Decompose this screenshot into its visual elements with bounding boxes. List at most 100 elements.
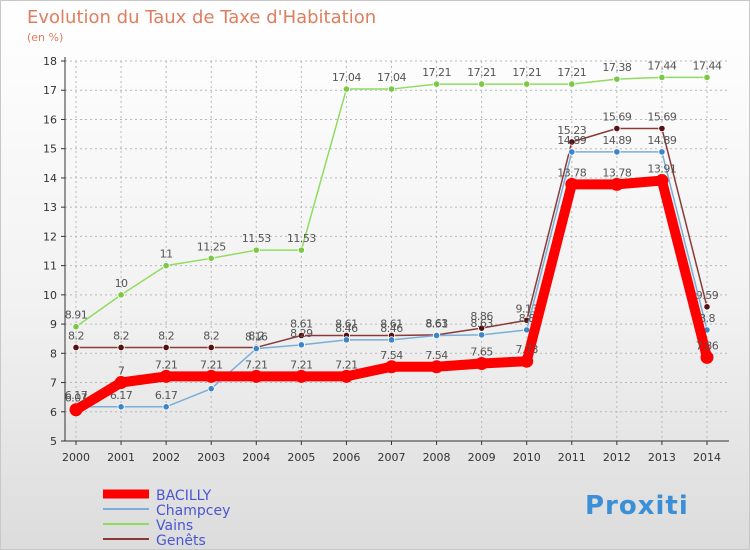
data-label: 8.91 [65, 309, 88, 322]
data-label: 11 [160, 248, 173, 261]
data-point [69, 403, 83, 417]
data-label: 7.21 [200, 358, 223, 371]
data-point [162, 343, 170, 352]
data-label: 8.63 [470, 317, 493, 330]
y-tick-label: 7 [50, 377, 57, 390]
data-point [159, 369, 173, 383]
data-point [475, 357, 489, 371]
data-label: 8.86 [470, 310, 493, 323]
data-label: 8.46 [335, 322, 358, 335]
data-point [207, 254, 215, 262]
data-point [162, 403, 170, 411]
data-point [297, 341, 305, 349]
data-label: 8.61 [380, 317, 403, 330]
data-label: 7.54 [380, 349, 403, 362]
data-label: 8.61 [335, 317, 358, 330]
data-label: 8.8 [519, 312, 535, 325]
data-label: 6.17 [65, 389, 88, 402]
data-point [207, 385, 215, 393]
data-label: 17.38 [602, 61, 631, 74]
x-tick-label: 2001 [107, 451, 135, 464]
data-point [72, 323, 80, 331]
data-point [162, 262, 170, 270]
data-label: 17.04 [332, 71, 361, 84]
data-point [523, 80, 531, 88]
data-label: 9.59 [696, 289, 719, 302]
data-label: 7.21 [155, 358, 178, 371]
data-label: 7.65 [470, 346, 493, 359]
data-label: 17.21 [512, 66, 541, 79]
data-label: 17.21 [422, 66, 451, 79]
y-tick-label: 18 [43, 55, 57, 68]
data-point [565, 177, 579, 191]
x-tick-label: 2005 [287, 451, 315, 464]
data-label: 8.2 [158, 329, 174, 342]
data-label: 8.2 [113, 329, 129, 342]
data-point [568, 138, 576, 146]
data-point [613, 124, 621, 133]
data-point [568, 80, 576, 88]
y-tick-label: 9 [50, 318, 57, 331]
data-label: 11.53 [287, 232, 316, 245]
data-point [204, 369, 218, 383]
data-point [613, 75, 621, 83]
data-point [342, 85, 351, 93]
y-tick-label: 12 [43, 230, 57, 243]
data-label: 8.61 [425, 317, 448, 330]
data-point [114, 376, 128, 390]
data-point [117, 343, 125, 352]
data-point [658, 124, 666, 133]
x-tick-label: 2009 [468, 451, 496, 464]
data-point [117, 291, 125, 299]
x-tick-label: 2012 [603, 451, 631, 464]
data-label: 15.69 [647, 111, 676, 124]
data-label: 8.61 [290, 317, 313, 330]
data-point [297, 331, 305, 340]
data-label: 13.78 [602, 166, 631, 179]
data-label: 13.78 [557, 166, 586, 179]
data-label: 8.16 [245, 331, 268, 344]
data-point [520, 354, 534, 368]
data-label: 7.54 [425, 349, 448, 362]
data-label: 7.21 [335, 358, 358, 371]
data-label: 6.07 [65, 392, 88, 405]
x-tick-label: 2004 [242, 451, 270, 464]
data-label: 7.21 [290, 358, 313, 371]
data-point [703, 303, 711, 311]
proxiti-logo: Proxiti [585, 491, 689, 521]
data-label: 6.17 [110, 389, 133, 402]
legend-label: Genêts [156, 533, 206, 549]
data-label: 8.63 [425, 317, 448, 330]
data-point [294, 369, 308, 383]
data-label: 10 [115, 277, 128, 290]
x-tick-label: 2007 [378, 451, 406, 464]
y-tick-label: 14 [43, 172, 57, 185]
data-point [432, 331, 441, 340]
x-tick-label: 2000 [62, 451, 90, 464]
x-tick-label: 2008 [423, 451, 451, 464]
data-label: 14.89 [557, 134, 586, 147]
data-label: 17.44 [647, 59, 676, 72]
data-label: 15.23 [557, 124, 586, 137]
y-tick-label: 6 [50, 406, 57, 419]
data-label: 15.69 [602, 111, 631, 124]
y-tick-label: 8 [50, 347, 57, 360]
data-label: 14.89 [647, 134, 676, 147]
data-label: 8.2 [248, 329, 264, 342]
data-point [432, 80, 441, 88]
x-tick-label: 2006 [332, 451, 360, 464]
data-point [339, 369, 353, 383]
data-label: 7.21 [245, 358, 268, 371]
data-label: 14.89 [602, 134, 631, 147]
chart-title: Evolution du Taux de Taxe d'Habitation [27, 7, 377, 28]
data-label: 17.44 [693, 59, 722, 72]
data-point [342, 336, 351, 344]
data-point [252, 246, 260, 254]
data-label: 8.2 [203, 329, 219, 342]
data-point [252, 345, 260, 353]
x-tick-label: 2010 [513, 451, 541, 464]
data-label: 6.17 [155, 389, 178, 402]
data-label: 8.29 [290, 327, 313, 340]
